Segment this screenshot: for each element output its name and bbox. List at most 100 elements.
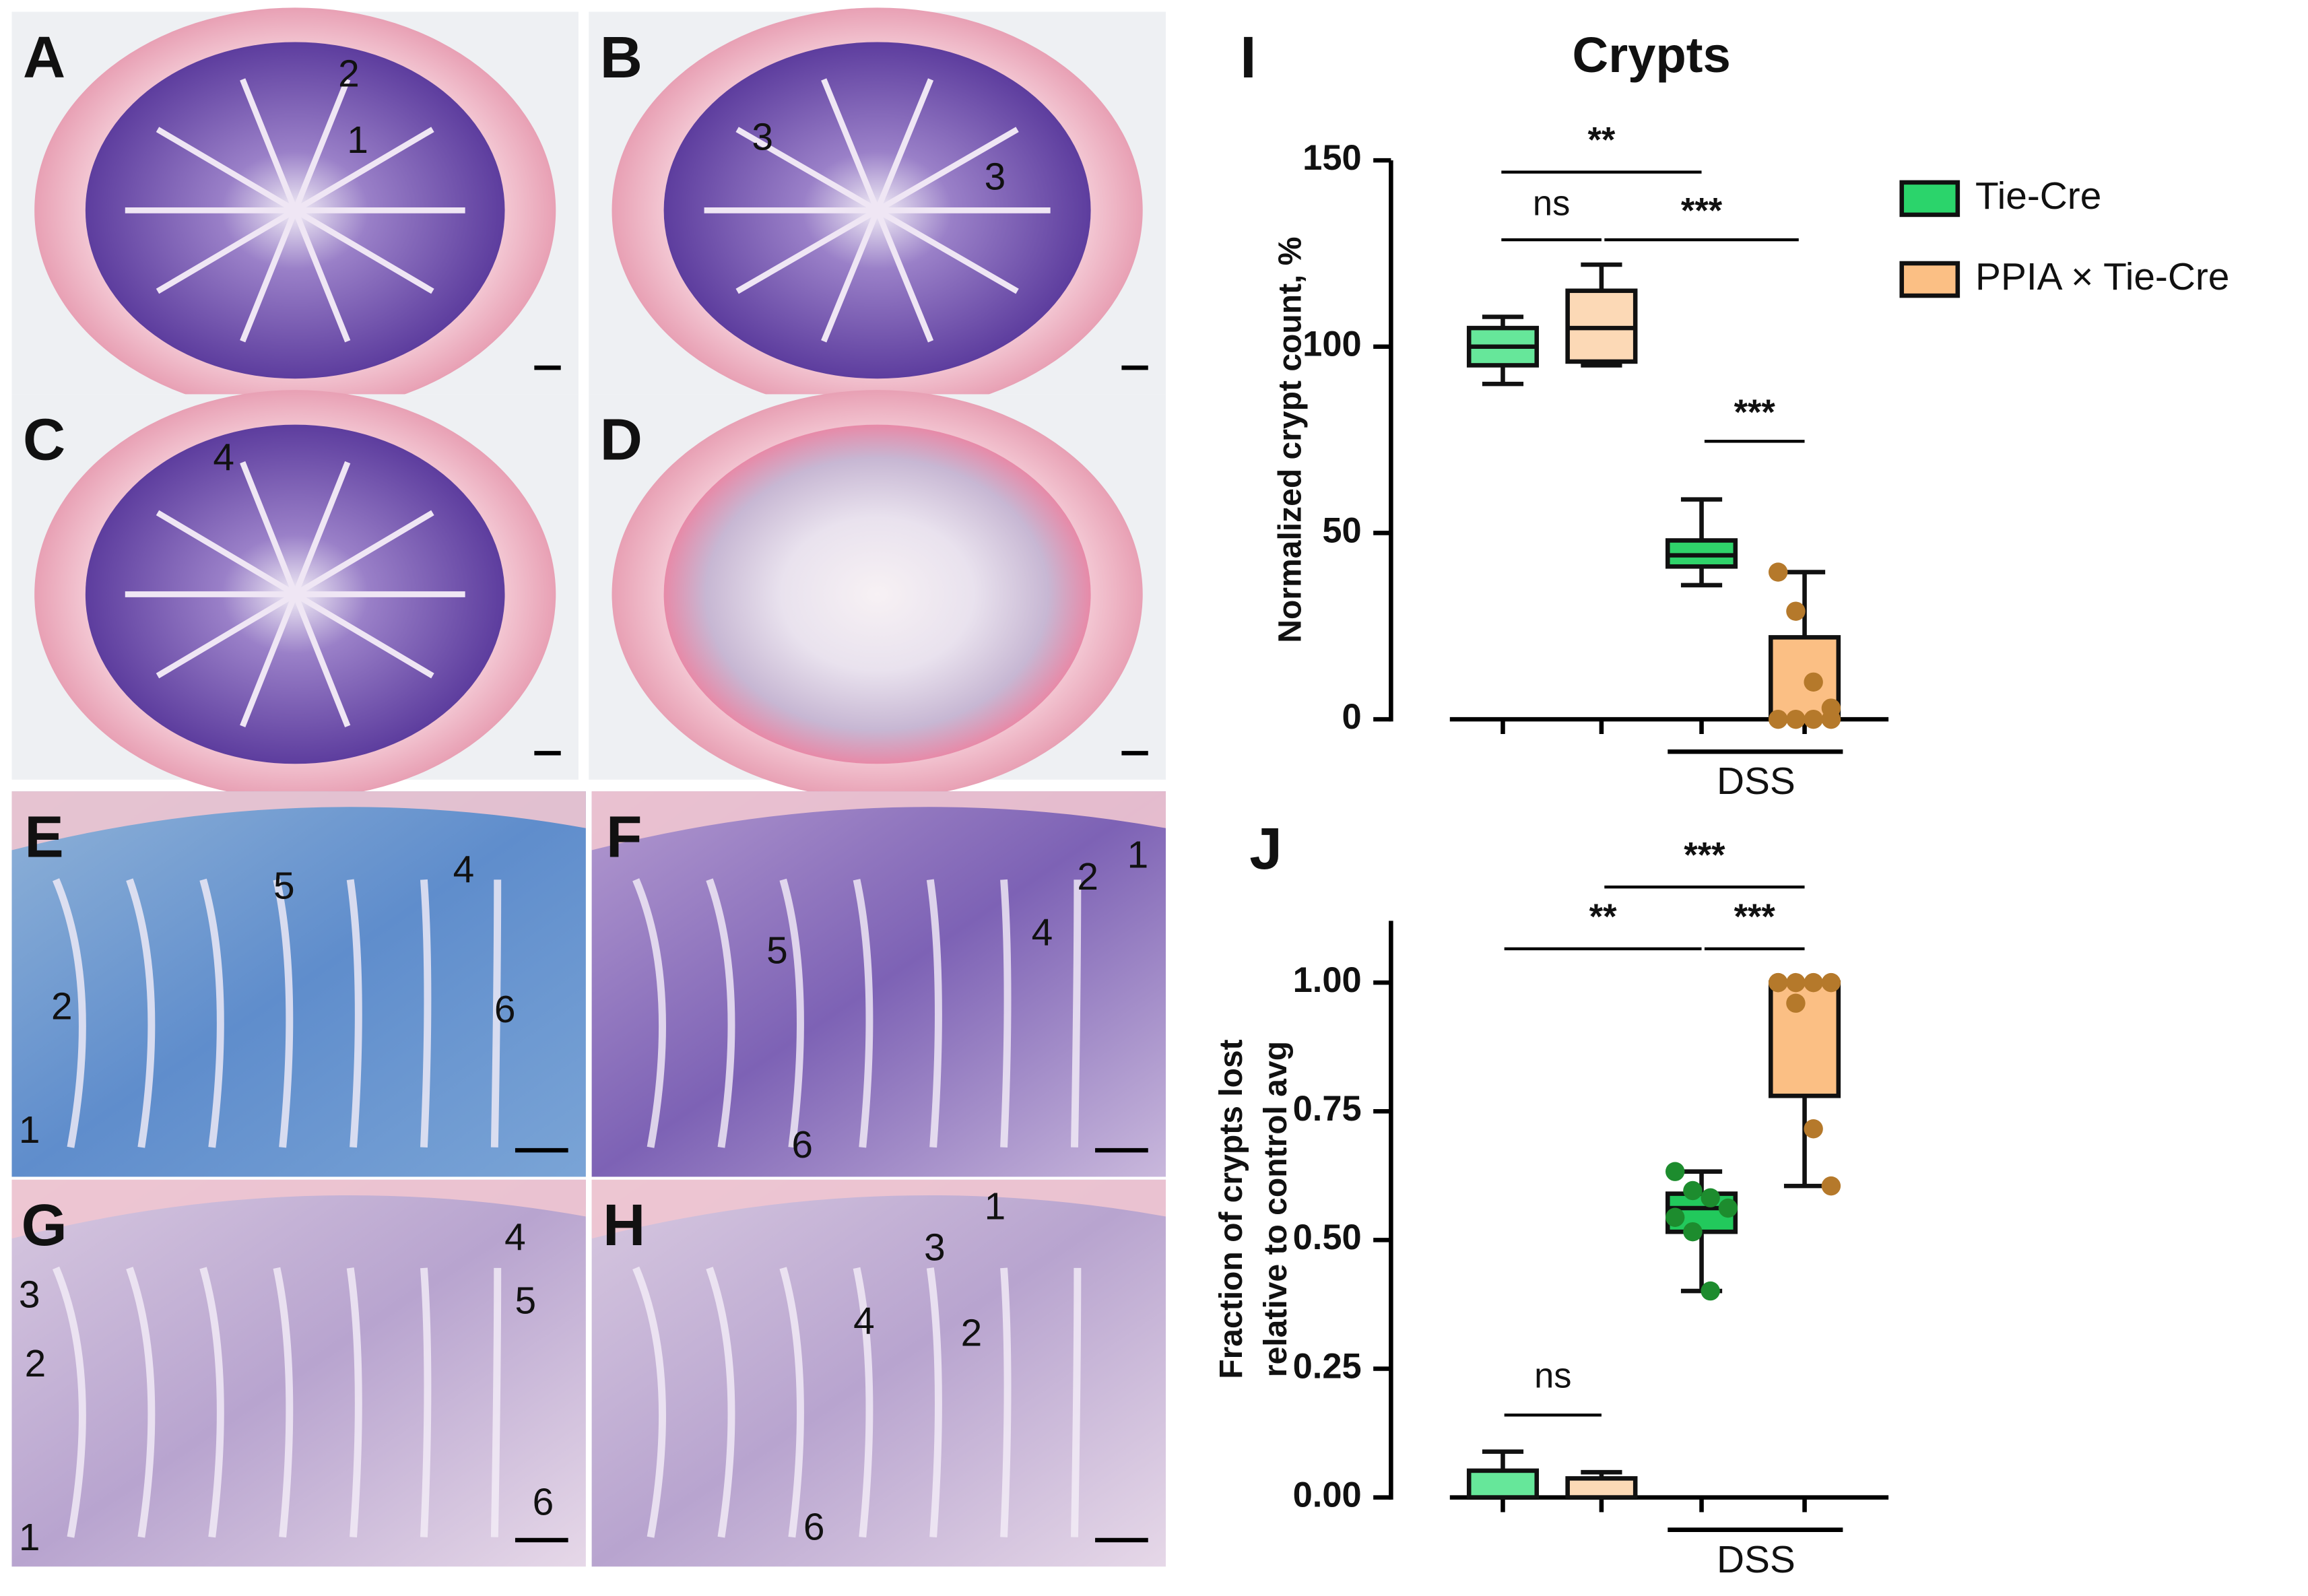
significance-label: ns bbox=[1533, 185, 1570, 224]
crypt-line bbox=[199, 1267, 224, 1538]
region-label: 2 bbox=[51, 985, 73, 1028]
region-label: 2 bbox=[25, 1343, 46, 1385]
crypt-fold bbox=[156, 127, 297, 213]
crypt-line bbox=[706, 878, 735, 1148]
data-point bbox=[1718, 1198, 1738, 1218]
region-label: 3 bbox=[752, 117, 773, 159]
data-point bbox=[1786, 601, 1806, 621]
legend-swatch bbox=[1899, 180, 1960, 218]
region-label: 6 bbox=[533, 1482, 554, 1524]
data-point bbox=[1821, 972, 1841, 993]
crypt-fold bbox=[735, 207, 879, 294]
crypt-fold bbox=[156, 207, 297, 294]
data-point bbox=[1821, 709, 1841, 729]
region-label: 3 bbox=[19, 1274, 40, 1317]
region-label: 4 bbox=[453, 849, 475, 891]
panel-letter: D bbox=[600, 407, 642, 473]
panel-letter: G bbox=[22, 1192, 67, 1258]
crypt-fold bbox=[821, 78, 880, 212]
crypt-fold bbox=[292, 78, 351, 211]
y-tick-label: 150 bbox=[1303, 139, 1361, 178]
crypt-line bbox=[53, 1266, 86, 1538]
histology-panel bbox=[11, 1179, 586, 1567]
mucosa bbox=[663, 424, 1091, 764]
y-axis-label: Fraction of crypts lost bbox=[1213, 1039, 1249, 1378]
y-tick-label: 0.75 bbox=[1293, 1090, 1362, 1129]
image-background bbox=[591, 791, 1166, 1177]
crypt-line bbox=[632, 1266, 666, 1538]
crypt-fold bbox=[876, 207, 1019, 294]
significance-label: ns bbox=[1534, 1357, 1571, 1396]
region-label: 4 bbox=[853, 1300, 875, 1343]
crypt-line bbox=[1071, 1267, 1082, 1537]
histology-panel bbox=[11, 390, 579, 799]
crypt-line bbox=[490, 879, 502, 1148]
crypt-line bbox=[273, 1267, 294, 1538]
significance-label: *** bbox=[1734, 898, 1776, 937]
crypt-fold bbox=[735, 127, 879, 213]
panel-letter: I bbox=[1240, 24, 1256, 90]
region-label: 4 bbox=[213, 437, 234, 479]
region-label: 1 bbox=[985, 1186, 1006, 1228]
box bbox=[1565, 1476, 1638, 1500]
y-axis-label: relative to control avg bbox=[1257, 1041, 1294, 1377]
region-label: 5 bbox=[766, 929, 788, 972]
region-label: 4 bbox=[1032, 912, 1053, 954]
significance-label: *** bbox=[1681, 192, 1723, 231]
legend-label: PPIA × Tie-Cre bbox=[1975, 256, 2229, 298]
data-point bbox=[1786, 972, 1806, 993]
data-point bbox=[1768, 709, 1788, 729]
histology-panel bbox=[591, 791, 1166, 1177]
crypt-line bbox=[490, 1267, 502, 1537]
crypt-fold bbox=[240, 593, 298, 728]
legend-label: Tie-Cre bbox=[1975, 175, 2101, 218]
crypt-fold bbox=[240, 209, 298, 343]
panel-letter: A bbox=[23, 24, 65, 90]
data-point bbox=[1804, 972, 1823, 993]
crypt-line bbox=[126, 1267, 156, 1538]
data-point bbox=[1701, 1281, 1720, 1301]
data-point bbox=[1701, 1188, 1720, 1207]
data-point bbox=[1768, 562, 1788, 582]
crypt-line bbox=[853, 879, 873, 1148]
crypt-fold bbox=[240, 78, 298, 211]
histology-panel bbox=[591, 1179, 1166, 1567]
region-label: 3 bbox=[924, 1227, 946, 1269]
y-tick-label: 100 bbox=[1303, 325, 1361, 364]
panel-letter: H bbox=[603, 1192, 645, 1258]
data-point bbox=[1683, 1222, 1703, 1242]
histology-panel bbox=[589, 390, 1166, 799]
crypt-line bbox=[346, 879, 362, 1148]
data-point bbox=[1665, 1207, 1685, 1227]
histology-panel bbox=[589, 7, 1166, 413]
panel-letter: C bbox=[23, 407, 65, 473]
crypt-line bbox=[632, 878, 666, 1148]
region-label: 6 bbox=[791, 1124, 813, 1166]
data-point bbox=[1786, 709, 1806, 729]
crypt-line bbox=[420, 879, 432, 1148]
crypt-fold bbox=[293, 510, 434, 597]
region-label: 1 bbox=[1127, 834, 1149, 876]
muscle-band bbox=[591, 791, 1166, 851]
region-label: 5 bbox=[515, 1279, 536, 1322]
y-axis-label: Normalized crypt count, % bbox=[1272, 237, 1309, 643]
y-tick-label: 0.50 bbox=[1293, 1218, 1362, 1257]
crypt-line bbox=[1000, 879, 1012, 1148]
panel-letter: B bbox=[600, 24, 642, 90]
data-point bbox=[1804, 672, 1823, 692]
crypt-fold bbox=[293, 207, 434, 294]
crypt-line bbox=[779, 1267, 804, 1538]
data-point bbox=[1804, 1119, 1823, 1139]
significance-label: *** bbox=[1684, 836, 1725, 875]
crypt-fold bbox=[874, 209, 934, 343]
image-background bbox=[591, 1179, 1166, 1567]
crypt-fold bbox=[156, 510, 297, 597]
y-tick-label: 1.00 bbox=[1293, 961, 1362, 1000]
group-label: DSS bbox=[1717, 760, 1795, 803]
panel-letter: E bbox=[24, 804, 63, 870]
crypt-fold bbox=[292, 461, 351, 596]
region-label: 2 bbox=[1077, 856, 1098, 898]
image-background bbox=[11, 791, 586, 1177]
crypt-fold bbox=[821, 209, 880, 343]
